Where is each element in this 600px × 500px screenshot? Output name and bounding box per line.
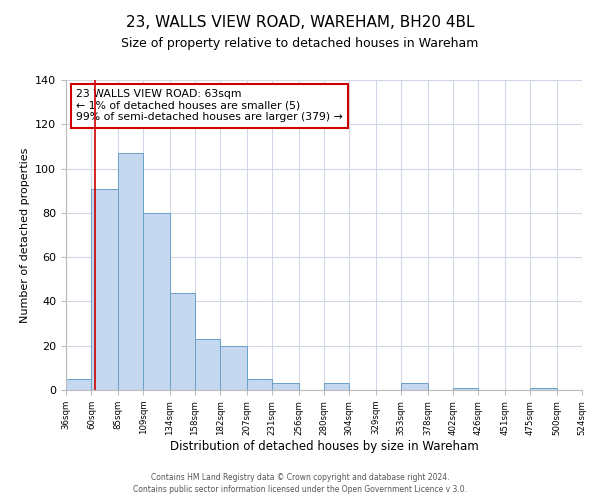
Y-axis label: Number of detached properties: Number of detached properties xyxy=(20,148,29,322)
Bar xyxy=(220,346,247,390)
Bar xyxy=(143,213,170,390)
Bar xyxy=(530,388,557,390)
Bar xyxy=(272,384,299,390)
Text: 23, WALLS VIEW ROAD, WAREHAM, BH20 4BL: 23, WALLS VIEW ROAD, WAREHAM, BH20 4BL xyxy=(126,15,474,30)
Text: 23 WALLS VIEW ROAD: 63sqm
← 1% of detached houses are smaller (5)
99% of semi-de: 23 WALLS VIEW ROAD: 63sqm ← 1% of detach… xyxy=(76,90,343,122)
Bar xyxy=(66,379,91,390)
Bar xyxy=(247,379,272,390)
Bar xyxy=(582,388,600,390)
Text: Size of property relative to detached houses in Wareham: Size of property relative to detached ho… xyxy=(121,38,479,51)
Bar xyxy=(170,292,195,390)
Bar xyxy=(91,188,118,390)
Bar xyxy=(118,153,143,390)
X-axis label: Distribution of detached houses by size in Wareham: Distribution of detached houses by size … xyxy=(170,440,478,453)
Bar xyxy=(453,388,478,390)
Bar xyxy=(401,384,428,390)
Text: Contains HM Land Registry data © Crown copyright and database right 2024.: Contains HM Land Registry data © Crown c… xyxy=(151,472,449,482)
Bar xyxy=(195,339,220,390)
Bar xyxy=(324,384,349,390)
Text: Contains public sector information licensed under the Open Government Licence v : Contains public sector information licen… xyxy=(133,485,467,494)
